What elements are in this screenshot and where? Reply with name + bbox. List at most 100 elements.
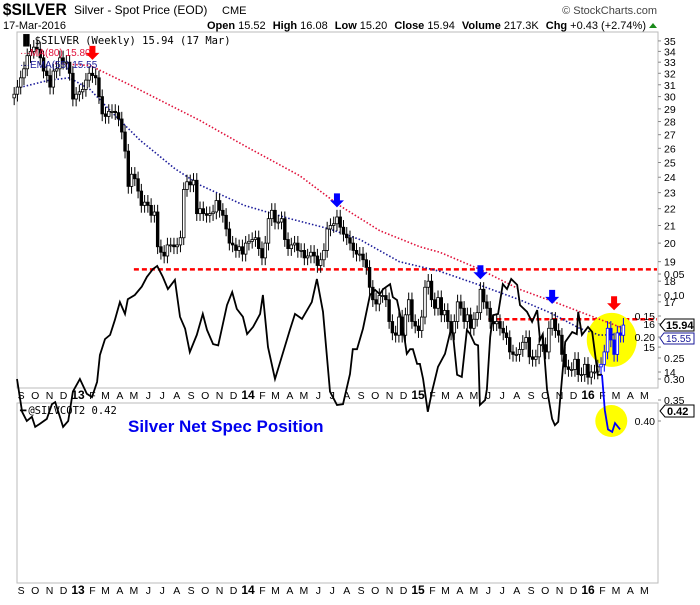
x-axis-lower: S O N D 13 F M A M J J A S O N D 14 F M A M J J A S O N D 15 F M A M J J A S…	[18, 583, 649, 597]
candle	[305, 255, 310, 259]
x-tick-label: D	[230, 585, 238, 597]
price-tick-label: 25	[664, 157, 676, 169]
candle	[556, 330, 561, 336]
price-tick-label: 19	[664, 257, 676, 269]
candle	[100, 96, 104, 115]
x-tick-label: F	[259, 585, 265, 597]
candle	[599, 363, 603, 368]
candle	[67, 61, 72, 74]
candle	[152, 211, 157, 216]
candle	[15, 86, 20, 95]
candle	[211, 211, 215, 215]
x-tick-label: D	[570, 390, 578, 402]
candle	[126, 150, 131, 187]
candle	[335, 216, 339, 225]
red-arrow-down-icon	[607, 296, 622, 311]
candle	[38, 48, 42, 59]
cot-tick-label: 0.15	[635, 311, 656, 323]
low-value: 15.20	[360, 20, 388, 32]
candle	[97, 77, 101, 98]
candle	[257, 237, 261, 249]
candle	[377, 295, 382, 305]
candle	[191, 179, 196, 186]
price-tick-label: 35	[664, 36, 676, 48]
x-tick-label: N	[386, 390, 394, 402]
x-tick-label: D	[60, 585, 68, 597]
x-tick-label: A	[343, 585, 350, 597]
candle	[142, 201, 147, 206]
candle	[116, 112, 121, 120]
candle	[514, 353, 518, 356]
price-tick-label: 33	[664, 57, 676, 69]
candle	[602, 351, 607, 365]
x-tick-label: N	[386, 585, 394, 597]
x-tick-label: A	[286, 585, 293, 597]
x-tick-label: S	[528, 390, 535, 402]
blue-arrow-down-icon	[329, 193, 344, 208]
price-tick-label: 17	[664, 297, 676, 309]
candle	[51, 70, 56, 88]
candle	[178, 237, 183, 246]
candle	[488, 307, 492, 322]
candle	[312, 251, 316, 257]
candle	[309, 251, 313, 257]
candle	[420, 316, 424, 331]
price-axis: 14 15 16 17 18 19 20 21 22 23 24 25 2627282930313233…	[643, 36, 676, 379]
close-price-tag: 15.55 15.94	[659, 318, 695, 345]
candle	[299, 250, 303, 252]
candle	[426, 280, 430, 288]
x-tick-label: 14	[241, 583, 255, 597]
x-tick-label: M	[101, 585, 110, 597]
candle	[612, 339, 616, 355]
x-tick-label: J	[146, 390, 151, 402]
x-tick-label: J	[500, 585, 505, 597]
ma-80-line	[55, 62, 624, 330]
x-tick-label: M	[612, 585, 621, 597]
candle	[504, 332, 509, 338]
x-tick-label: A	[116, 390, 123, 402]
candle	[553, 318, 558, 331]
volume-value: 217.3K	[504, 20, 540, 32]
x-tick-label: D	[230, 390, 238, 402]
candle	[64, 61, 69, 64]
price-tick-label: 34	[664, 46, 676, 58]
x-tick-label: M	[640, 390, 649, 402]
legend-price-text: $SILVER (Weekly) 15.94 (17 Mar)	[35, 35, 231, 47]
candle	[354, 250, 359, 255]
candle	[260, 248, 264, 259]
x-tick-label: M	[300, 585, 309, 597]
x-tick-label: M	[441, 585, 450, 597]
candle	[576, 358, 580, 375]
price-tick-label: 24	[664, 172, 676, 184]
candle	[468, 314, 473, 329]
x-tick-label: J	[486, 390, 491, 402]
x-tick-label: F	[599, 390, 605, 402]
candle	[387, 299, 391, 322]
x-tick-label: S	[188, 585, 195, 597]
blue-arrow-down-icon	[473, 265, 488, 280]
candle	[45, 70, 49, 76]
candle	[123, 131, 127, 152]
candle	[74, 93, 78, 100]
x-tick-label: A	[116, 585, 123, 597]
candle	[90, 72, 95, 76]
candle	[296, 242, 300, 251]
x-tick-label: M	[470, 585, 479, 597]
symbol-title: $SILVER	[3, 0, 67, 19]
high-label: High	[273, 20, 298, 32]
candle	[168, 244, 173, 247]
chg-value: +0.43 (+2.74%)	[570, 20, 646, 32]
candle	[406, 299, 411, 316]
candle	[384, 295, 388, 301]
candle	[462, 307, 466, 322]
candle	[527, 337, 532, 358]
x-tick-label: O	[371, 390, 379, 402]
candle	[446, 310, 450, 322]
candle	[93, 75, 98, 79]
candle	[361, 253, 365, 261]
candle	[586, 363, 590, 378]
exchange: CME	[222, 5, 246, 17]
candle	[71, 72, 75, 100]
x-tick-label: S	[358, 390, 365, 402]
x-tick-label: J	[146, 585, 151, 597]
